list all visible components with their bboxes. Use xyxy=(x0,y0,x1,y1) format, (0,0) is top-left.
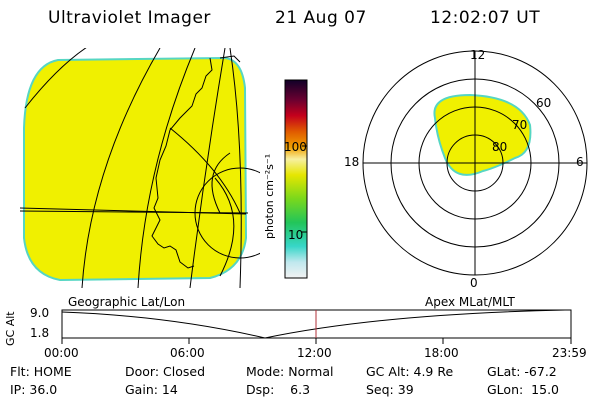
coastline xyxy=(151,55,241,269)
time-tick-0600: 06:00 xyxy=(170,346,205,360)
timeline-left-title: Geographic Lat/Lon xyxy=(68,295,186,309)
lat-label-80: 80 xyxy=(492,140,508,154)
time-tick-2359: 23:59 xyxy=(552,346,587,360)
lat-label-60: 60 xyxy=(536,96,552,110)
auroral-emission-region xyxy=(433,93,532,176)
timeline-ylabel: GC Alt xyxy=(4,311,17,346)
timeline-ytop: 9.0 xyxy=(30,306,50,320)
colorbar-gradient xyxy=(284,79,308,279)
geographic-image-panel xyxy=(20,48,260,288)
colorbar-tick-100: 100 xyxy=(284,140,307,154)
colorbar-tick-10: 10 xyxy=(288,228,304,242)
altitude-curve xyxy=(61,309,566,339)
mlt-label-dawn: 6 xyxy=(576,155,584,169)
mlt-label-noon: 12 xyxy=(470,48,486,62)
colorbar: photon cm⁻²s⁻¹ xyxy=(263,79,308,279)
time-tick-1800: 18:00 xyxy=(424,346,459,360)
mlt-label-midnight: 0 xyxy=(470,276,478,290)
colorbar-unit-label: photon cm⁻²s⁻¹ xyxy=(263,154,276,239)
timeline-right-title: Apex MLat/MLT xyxy=(425,295,515,309)
mlt-label-dusk: 18 xyxy=(344,155,360,169)
status-glon: GLon: 15.0 xyxy=(487,382,559,397)
status-flight: Flt: HOME xyxy=(10,364,72,379)
status-gc-alt: GC Alt: 4.9 Re xyxy=(366,364,454,379)
status-seq: Seq: 39 xyxy=(366,382,414,397)
lat-lon-grid xyxy=(20,48,260,288)
altitude-timeline: GC Alt xyxy=(4,309,572,346)
status-ip: IP: 36.0 xyxy=(10,382,58,397)
timeline-ybottom: 1.8 xyxy=(30,326,50,340)
status-door: Door: Closed xyxy=(125,364,206,379)
uv-emission-disc xyxy=(23,56,248,282)
status-gain: Gain: 14 xyxy=(125,382,178,397)
polar-mlt-plot xyxy=(362,50,588,276)
status-dsp: Dsp: 6.3 xyxy=(246,382,311,397)
lat-label-70: 70 xyxy=(512,118,528,132)
observation-date: 21 Aug 07 xyxy=(275,8,367,28)
time-tick-1200: 12:00 xyxy=(297,346,332,360)
time-tick-0000: 00:00 xyxy=(44,346,79,360)
status-glat: GLat: -67.2 xyxy=(487,364,557,379)
observation-time: 12:02:07 UT xyxy=(430,8,541,28)
instrument-title: Ultraviolet Imager xyxy=(48,8,211,28)
status-mode: Mode: Normal xyxy=(246,364,334,379)
